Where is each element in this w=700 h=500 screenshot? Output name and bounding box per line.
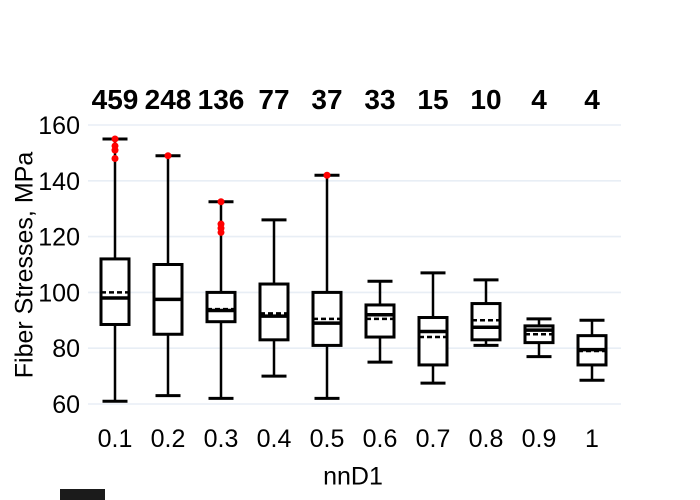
outlier-point	[164, 152, 172, 160]
iqr-box	[258, 282, 290, 342]
boxplot-0.8	[470, 278, 502, 347]
boxplot-0.5	[311, 171, 343, 400]
y-tick-label-80: 80	[52, 335, 80, 363]
boxplot-0.4	[258, 218, 290, 378]
outlier-point	[217, 198, 225, 206]
x-tick-label-0.8: 0.8	[469, 425, 504, 453]
y-tick-label-120: 120	[38, 224, 80, 252]
iqr-box	[205, 290, 237, 324]
bottom-left-dark-bar	[60, 489, 105, 500]
iqr-box	[417, 316, 449, 367]
x-tick-label-0.6: 0.6	[363, 425, 398, 453]
count-label-0.3: 136	[198, 84, 245, 115]
outlier-point	[323, 171, 331, 179]
x-tick-label-0.9: 0.9	[522, 425, 557, 453]
x-tick-label-1: 1	[585, 425, 599, 453]
boxplot-1	[576, 318, 608, 382]
iqr-box	[470, 302, 502, 342]
x-tick-label-0.5: 0.5	[310, 425, 345, 453]
y-tick-label-140: 140	[38, 168, 80, 196]
boxplot-0.1	[99, 135, 131, 403]
boxplot-0.9	[523, 317, 555, 359]
boxplot-0.6	[364, 279, 396, 364]
x-tick-label-0.3: 0.3	[204, 425, 239, 453]
outlier-point	[111, 146, 119, 154]
iqr-box	[364, 303, 396, 339]
boxplot-0.3	[205, 198, 237, 400]
outlier-point	[217, 228, 225, 236]
count-label-0.4: 77	[258, 84, 289, 115]
x-tick-label-0.1: 0.1	[98, 425, 133, 453]
outlier-point	[111, 154, 119, 162]
count-label-0.6: 33	[364, 84, 395, 115]
y-tick-label-100: 100	[38, 279, 80, 307]
count-label-0.9: 4	[531, 84, 547, 115]
count-label-0.1: 459	[92, 84, 139, 115]
x-axis-title: nnD1	[323, 462, 383, 491]
count-label-0.2: 248	[145, 84, 192, 115]
count-label-1: 4	[584, 84, 600, 115]
y-axis-title: Fiber Stresses, MPa	[10, 151, 39, 379]
x-tick-label-0.7: 0.7	[416, 425, 451, 453]
count-label-0.8: 10	[470, 84, 501, 115]
outlier-point	[111, 135, 119, 143]
y-tick-label-160: 160	[38, 112, 80, 140]
y-tick-label-60: 60	[52, 391, 80, 419]
count-label-0.5: 37	[311, 84, 342, 115]
boxplot-0.2	[152, 152, 184, 398]
count-label-0.7: 15	[417, 84, 448, 115]
x-tick-label-0.2: 0.2	[151, 425, 186, 453]
boxplot-0.7	[417, 271, 449, 385]
x-tick-label-0.4: 0.4	[257, 425, 292, 453]
